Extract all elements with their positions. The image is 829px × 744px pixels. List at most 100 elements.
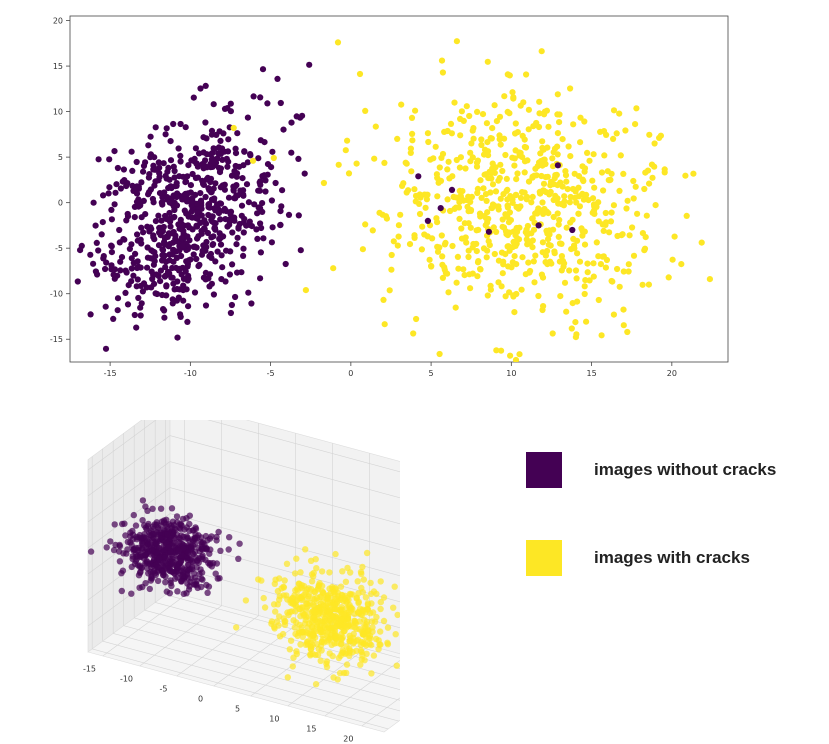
data-point — [474, 157, 481, 164]
data-point — [213, 131, 220, 138]
data-point-3d — [297, 594, 305, 601]
data-point — [525, 178, 533, 185]
data-point-3d — [185, 566, 192, 574]
data-point-3d — [334, 676, 341, 683]
data-point — [554, 210, 561, 217]
data-point-3d — [304, 629, 311, 637]
data-point-3d — [342, 578, 350, 585]
data-point — [600, 227, 607, 234]
data-point — [177, 216, 184, 223]
data-point-3d — [199, 552, 206, 559]
data-point-3d — [311, 596, 318, 603]
data-point-3d — [123, 550, 130, 557]
data-point — [620, 170, 627, 177]
data-point — [178, 252, 185, 260]
data-point — [180, 297, 187, 304]
data-point-3d — [317, 657, 324, 664]
data-point — [432, 143, 439, 150]
data-point-3d — [147, 577, 154, 584]
data-point — [409, 130, 416, 137]
data-point-3d — [328, 624, 335, 631]
data-point — [506, 289, 513, 296]
data-point — [181, 207, 188, 214]
data-point-3d — [303, 586, 310, 593]
data-point — [581, 241, 589, 248]
data-point — [530, 258, 537, 265]
data-point-3d — [296, 605, 304, 613]
data-point — [117, 185, 124, 192]
data-point — [288, 149, 295, 156]
data-point — [371, 155, 378, 162]
data-point — [228, 172, 236, 179]
data-point — [512, 356, 520, 362]
data-point — [571, 194, 579, 201]
data-point — [277, 222, 284, 229]
data-point — [184, 233, 191, 240]
data-point — [147, 224, 154, 231]
data-point — [210, 101, 217, 108]
data-point — [613, 130, 620, 137]
data-point — [542, 259, 549, 266]
data-point — [230, 124, 237, 132]
data-point — [280, 126, 287, 133]
data-point — [529, 173, 536, 180]
data-point — [243, 181, 251, 188]
data-point — [630, 195, 637, 202]
data-point — [272, 179, 279, 187]
data-point-3d — [331, 640, 338, 647]
data-point — [741, 238, 747, 244]
data-point — [556, 216, 563, 224]
data-point — [218, 276, 225, 283]
data-point — [551, 250, 558, 257]
data-point — [535, 292, 542, 300]
data-point-3d — [154, 577, 162, 585]
data-point — [330, 265, 337, 272]
data-point — [521, 136, 528, 143]
data-point — [555, 221, 562, 228]
data-point-3d — [377, 641, 384, 648]
data-point — [106, 156, 113, 163]
data-point — [503, 187, 510, 194]
data-point-3d — [159, 568, 166, 575]
data-point — [511, 162, 518, 169]
data-point-3d — [364, 600, 372, 607]
data-point — [202, 119, 209, 126]
data-point — [114, 164, 121, 172]
data-point — [123, 269, 130, 276]
data-point — [176, 225, 183, 232]
data-point — [129, 367, 135, 373]
data-point — [484, 58, 491, 65]
data-point — [620, 306, 627, 313]
data-point-3d — [338, 635, 345, 642]
tick-label-3d: 5 — [235, 704, 240, 713]
data-point-3d — [351, 617, 358, 624]
data-point — [386, 287, 393, 294]
data-point — [177, 311, 184, 318]
data-point — [167, 138, 174, 145]
data-point-3d — [164, 531, 171, 538]
data-point-3d — [325, 613, 332, 620]
data-point — [559, 136, 566, 143]
data-point-3d — [110, 546, 118, 554]
data-point — [502, 228, 510, 235]
data-point — [554, 162, 562, 169]
data-point — [424, 130, 431, 137]
data-point — [217, 184, 224, 191]
data-point — [499, 270, 506, 277]
data-point — [257, 275, 264, 282]
data-point — [161, 240, 168, 247]
data-point — [372, 123, 379, 130]
data-point-3d — [87, 548, 95, 555]
data-point-3d — [150, 534, 157, 542]
data-point — [480, 245, 488, 252]
data-point — [458, 108, 465, 115]
data-point — [533, 119, 540, 127]
data-point-3d — [175, 547, 182, 555]
data-point — [469, 270, 476, 277]
data-point — [549, 155, 556, 162]
data-point — [556, 119, 563, 126]
data-point — [240, 229, 247, 236]
data-point — [103, 259, 110, 266]
data-point — [623, 205, 630, 212]
data-point-3d — [346, 647, 354, 654]
